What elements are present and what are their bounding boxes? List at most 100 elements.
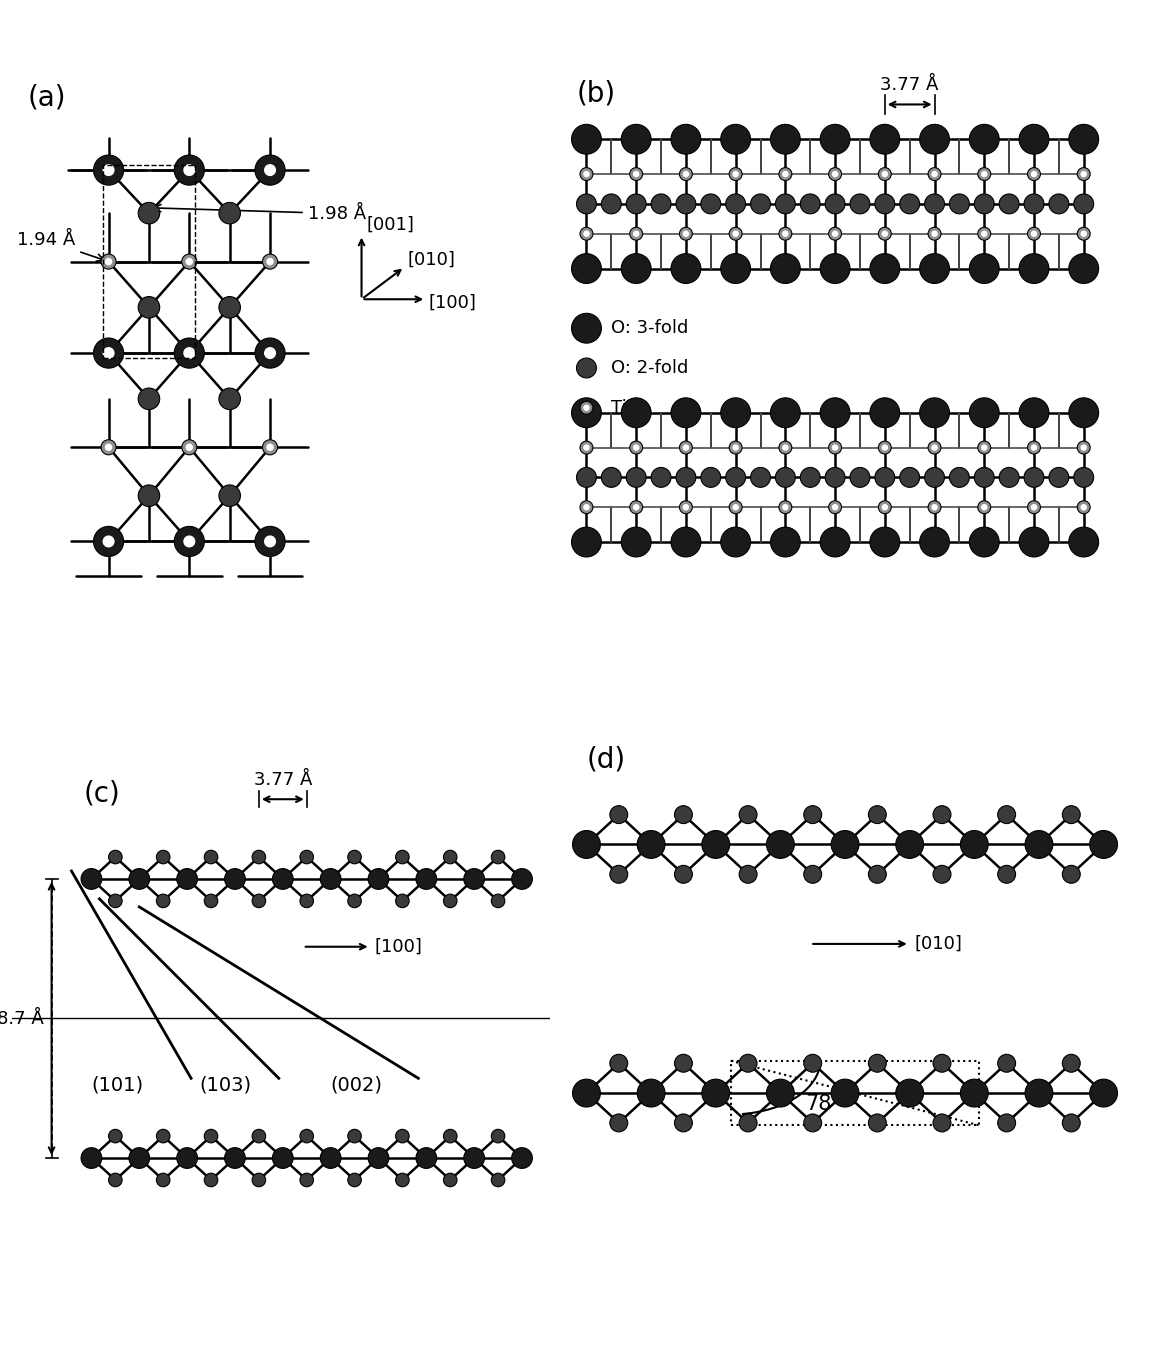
Text: [010]: [010]: [915, 934, 963, 953]
Circle shape: [255, 155, 285, 185]
Circle shape: [101, 440, 116, 455]
Circle shape: [105, 258, 112, 265]
Circle shape: [721, 527, 751, 557]
Circle shape: [157, 1130, 170, 1143]
Circle shape: [629, 167, 642, 181]
Circle shape: [621, 125, 651, 155]
Circle shape: [138, 202, 159, 224]
Circle shape: [571, 314, 601, 344]
Circle shape: [881, 504, 888, 511]
Circle shape: [252, 1130, 266, 1143]
Circle shape: [804, 1114, 821, 1131]
Circle shape: [702, 831, 730, 858]
Circle shape: [629, 227, 642, 240]
Circle shape: [896, 1080, 923, 1107]
Circle shape: [129, 869, 150, 889]
Circle shape: [157, 1173, 170, 1187]
Circle shape: [820, 254, 849, 284]
Circle shape: [103, 164, 115, 177]
Circle shape: [174, 338, 205, 368]
Circle shape: [651, 467, 672, 488]
Circle shape: [601, 194, 621, 213]
Circle shape: [969, 254, 999, 284]
Circle shape: [443, 894, 457, 907]
Circle shape: [262, 254, 277, 269]
Circle shape: [264, 348, 276, 359]
Circle shape: [879, 227, 892, 240]
Circle shape: [264, 164, 276, 177]
Circle shape: [828, 501, 841, 513]
Circle shape: [825, 467, 845, 488]
Circle shape: [998, 865, 1016, 883]
Circle shape: [998, 805, 1016, 823]
Circle shape: [626, 194, 646, 213]
Circle shape: [621, 398, 651, 428]
Text: O: 3-fold: O: 3-fold: [612, 319, 689, 337]
Circle shape: [583, 504, 590, 511]
Circle shape: [869, 254, 900, 284]
Circle shape: [1027, 167, 1040, 181]
Circle shape: [1019, 527, 1048, 557]
Circle shape: [633, 444, 640, 451]
Circle shape: [682, 504, 689, 511]
Circle shape: [969, 125, 999, 155]
Circle shape: [931, 504, 938, 511]
Circle shape: [638, 831, 665, 858]
Circle shape: [571, 254, 601, 284]
Circle shape: [832, 504, 839, 511]
Text: 1.94 Å: 1.94 Å: [18, 231, 104, 261]
Circle shape: [601, 467, 621, 488]
Circle shape: [1078, 167, 1090, 181]
Circle shape: [610, 865, 628, 883]
Circle shape: [931, 171, 938, 178]
Circle shape: [491, 850, 504, 864]
Circle shape: [999, 467, 1019, 488]
Circle shape: [920, 527, 949, 557]
Circle shape: [721, 398, 751, 428]
Text: 3.77 Å: 3.77 Å: [254, 771, 312, 789]
Circle shape: [638, 1080, 665, 1107]
Text: [100]: [100]: [428, 293, 476, 311]
Circle shape: [978, 167, 991, 181]
Circle shape: [273, 869, 294, 889]
Circle shape: [998, 1114, 1016, 1131]
Text: [010]: [010]: [407, 250, 455, 269]
Circle shape: [511, 869, 532, 889]
Circle shape: [174, 527, 205, 557]
Circle shape: [924, 467, 944, 488]
Circle shape: [832, 444, 839, 451]
Circle shape: [739, 865, 757, 883]
Circle shape: [680, 501, 693, 513]
Circle shape: [491, 894, 504, 907]
Circle shape: [879, 441, 892, 454]
Circle shape: [255, 338, 285, 368]
Circle shape: [395, 1130, 410, 1143]
Circle shape: [980, 504, 987, 511]
Circle shape: [682, 171, 689, 178]
Circle shape: [725, 467, 745, 488]
Circle shape: [680, 441, 693, 454]
Circle shape: [896, 831, 923, 858]
Circle shape: [776, 467, 796, 488]
Circle shape: [1024, 194, 1044, 213]
Circle shape: [1080, 504, 1087, 511]
Circle shape: [417, 869, 436, 889]
Circle shape: [1062, 1054, 1080, 1073]
Circle shape: [674, 1054, 693, 1073]
Circle shape: [732, 504, 739, 511]
Circle shape: [267, 258, 274, 265]
Circle shape: [670, 125, 701, 155]
Circle shape: [94, 527, 124, 557]
Circle shape: [932, 1054, 951, 1073]
Text: 1.98 Å: 1.98 Å: [153, 205, 366, 223]
Circle shape: [961, 1080, 989, 1107]
Circle shape: [978, 441, 991, 454]
Circle shape: [868, 1054, 887, 1073]
Circle shape: [621, 527, 651, 557]
Circle shape: [129, 1148, 150, 1168]
Circle shape: [369, 1148, 388, 1168]
Circle shape: [928, 501, 941, 513]
Circle shape: [676, 467, 696, 488]
Circle shape: [828, 441, 841, 454]
Circle shape: [262, 440, 277, 455]
